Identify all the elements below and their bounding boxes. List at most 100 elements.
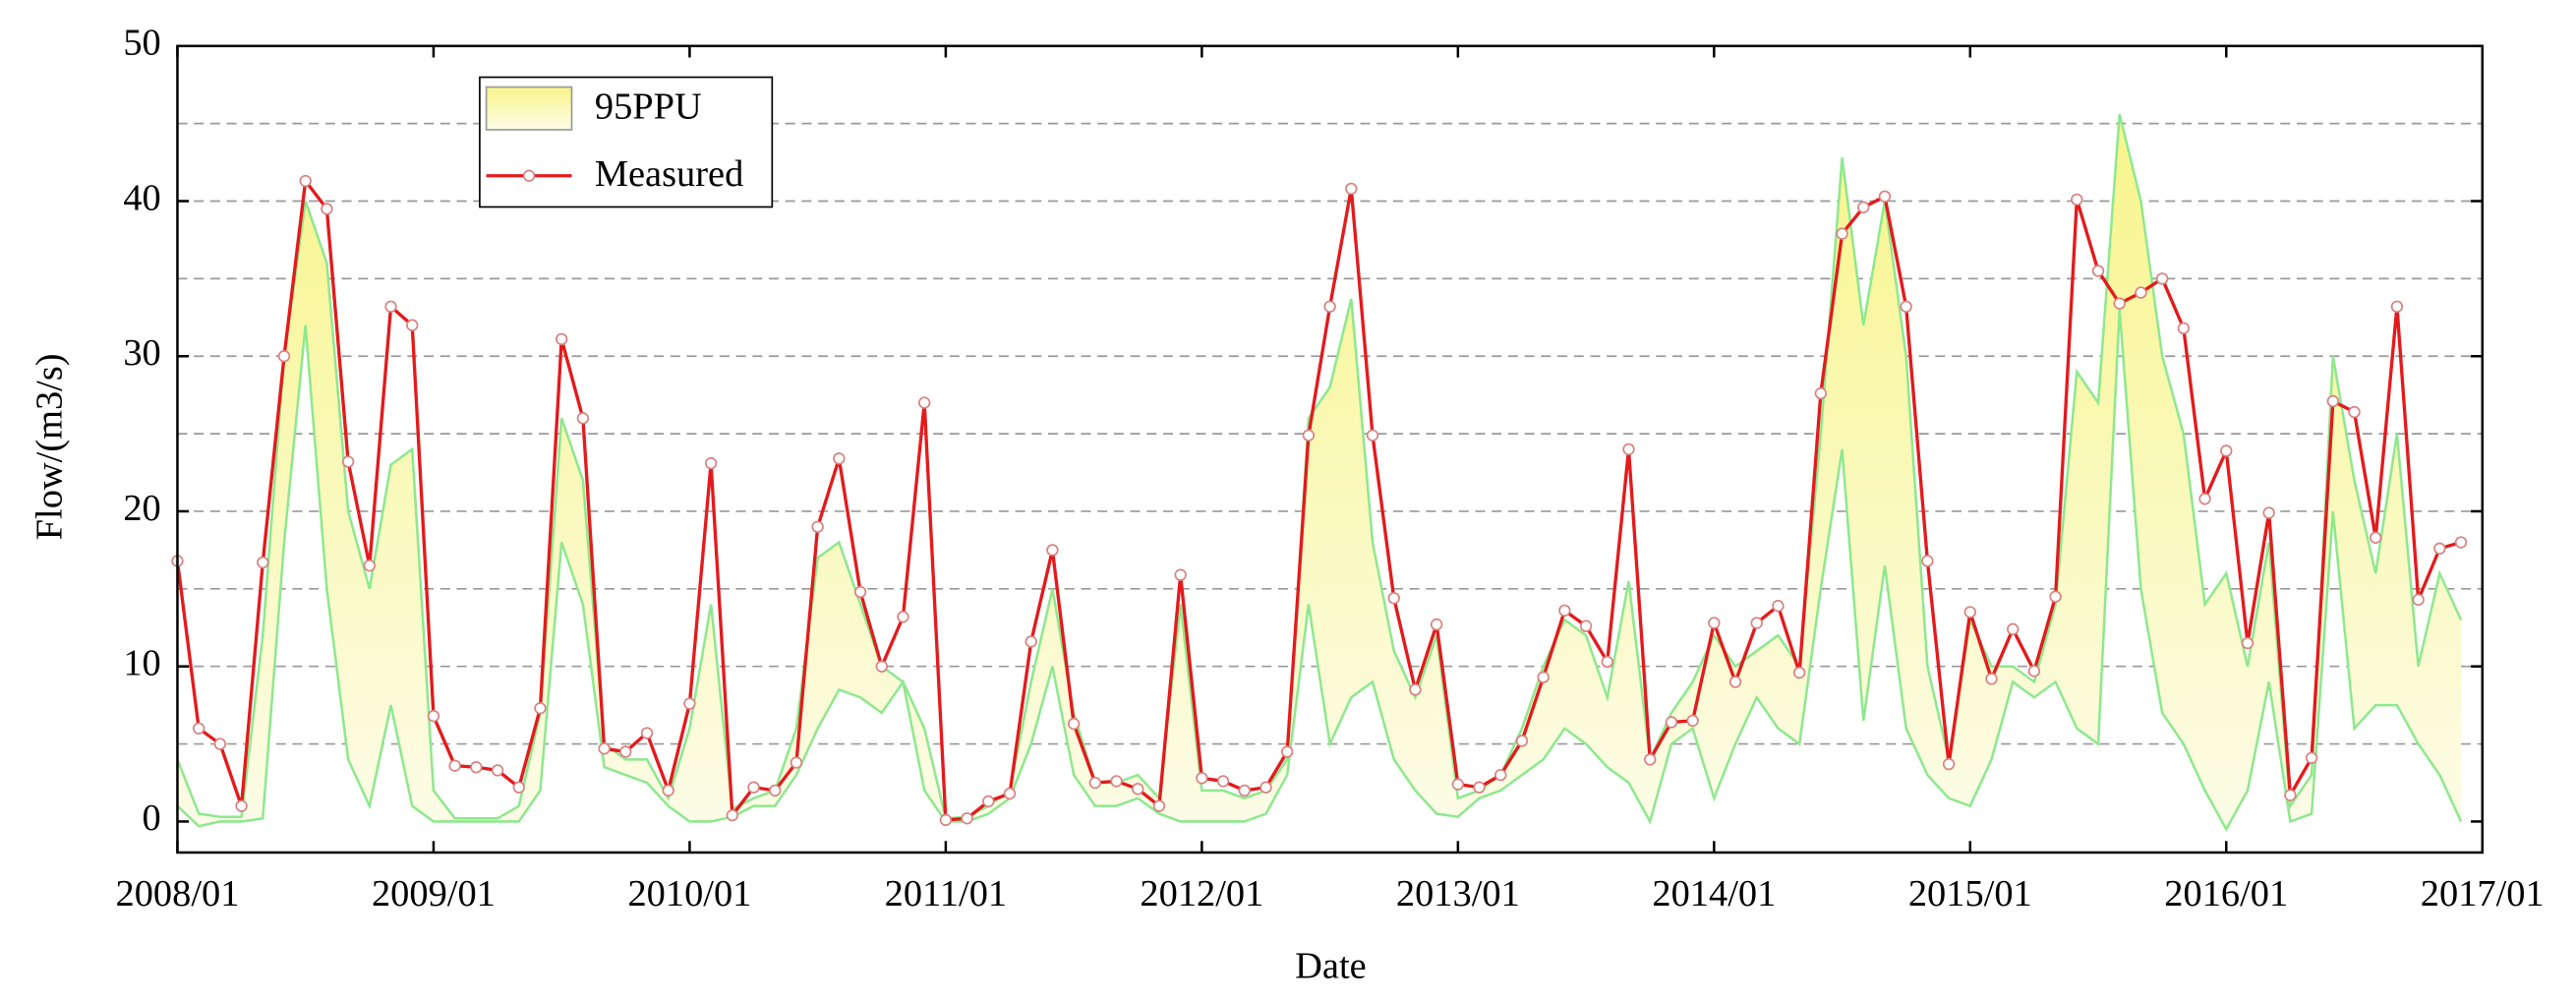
- x-tick-label: 2017/01: [2421, 873, 2545, 914]
- y-tick-label: 40: [123, 177, 160, 218]
- data-point: [299, 174, 312, 188]
- data-point: [1216, 775, 1230, 788]
- data-point: [1963, 606, 1976, 619]
- data-point: [1942, 757, 1956, 771]
- band-edge: [176, 113, 2463, 820]
- data-point: [1003, 787, 1017, 800]
- data-point: [1046, 544, 1059, 557]
- data-point: [2155, 272, 2169, 285]
- data-point: [1323, 300, 1336, 313]
- x-tick-label: 2010/01: [627, 873, 751, 914]
- data-point: [1792, 666, 1806, 679]
- data-point: [1857, 201, 1870, 213]
- x-tick-label: 2009/01: [372, 873, 496, 914]
- data-point: [1921, 555, 1934, 567]
- x-tick-label: 2015/01: [1908, 873, 2032, 914]
- data-point: [982, 795, 995, 808]
- x-tick-label: 2008/01: [116, 873, 240, 914]
- x-tick-label: 2012/01: [1140, 873, 1263, 914]
- x-tick-label: 2016/01: [2164, 873, 2288, 914]
- y-tick-label: 30: [123, 332, 160, 374]
- x-tick-label: 2014/01: [1652, 873, 1776, 914]
- data-point: [257, 556, 269, 569]
- legend-swatch: [485, 86, 573, 131]
- data-point: [576, 412, 590, 425]
- y-tick-label: 50: [123, 23, 160, 64]
- data-point: [1728, 676, 1742, 688]
- data-point: [2177, 322, 2191, 335]
- data-point: [1537, 671, 1550, 683]
- data-point: [918, 396, 931, 409]
- data-point: [704, 456, 718, 470]
- data-point: [1132, 783, 1144, 796]
- data-point: [683, 697, 696, 710]
- data-point: [1622, 442, 1635, 456]
- data-point: [640, 727, 654, 739]
- data-point: [448, 759, 461, 772]
- data-point: [341, 455, 355, 468]
- data-point: [619, 745, 632, 758]
- data-point: [1238, 784, 1251, 797]
- data-point: [769, 784, 782, 797]
- data-point: [1067, 717, 1081, 731]
- data-point: [1387, 592, 1400, 605]
- data-point: [1302, 429, 1316, 442]
- data-point: [1601, 655, 1613, 669]
- data-point: [1515, 735, 1529, 747]
- data-point: [1900, 300, 1912, 313]
- data-point: [470, 761, 483, 774]
- data-point: [2007, 622, 2020, 636]
- data-point: [598, 742, 611, 755]
- data-point: [2027, 665, 2041, 678]
- y-axis-label: Flow/(m3/s): [29, 353, 70, 540]
- data-point: [2220, 444, 2233, 457]
- data-point: [897, 611, 909, 623]
- y-tick-label: 10: [123, 643, 160, 684]
- data-point: [2284, 789, 2297, 801]
- legend-marker: [522, 169, 536, 182]
- data-point: [277, 350, 291, 363]
- data-point: [2390, 300, 2404, 313]
- data-point: [662, 784, 674, 797]
- data-point: [2071, 193, 2083, 206]
- data-point: [939, 813, 953, 827]
- data-point: [2091, 265, 2105, 277]
- data-point: [726, 808, 739, 822]
- data-point: [1665, 716, 1678, 729]
- data-point: [790, 756, 803, 769]
- data-point: [363, 559, 376, 572]
- data-point: [512, 781, 525, 794]
- data-point: [1558, 604, 1571, 618]
- data-point: [2454, 536, 2468, 549]
- data-point: [2326, 394, 2339, 408]
- data-point: [2412, 593, 2425, 607]
- data-point: [2262, 506, 2275, 519]
- data-point: [1430, 618, 1443, 631]
- data-point: [875, 660, 888, 673]
- x-tick-label: 2013/01: [1396, 873, 1520, 914]
- data-point: [1345, 182, 1358, 196]
- data-point: [1366, 429, 1379, 442]
- data-point: [833, 452, 846, 465]
- plot-frame: [176, 44, 2485, 855]
- data-point: [384, 300, 397, 313]
- data-point: [235, 799, 248, 812]
- data-point: [853, 585, 867, 599]
- data-point: [2305, 751, 2318, 764]
- x-axis-label: Date: [1295, 945, 1367, 986]
- data-point: [1708, 617, 1721, 629]
- band-area: [177, 114, 2462, 830]
- data-point: [1259, 781, 1272, 794]
- data-point: [1579, 619, 1593, 632]
- data-point: [2241, 636, 2254, 650]
- data-point: [321, 203, 333, 215]
- legend-label: Measured: [595, 153, 743, 195]
- data-point: [213, 737, 227, 750]
- x-tick-label: 2011/01: [885, 873, 1007, 914]
- legend-label: 95PPU: [595, 87, 702, 128]
- data-point: [1196, 772, 1208, 785]
- data-point: [427, 709, 440, 723]
- data-point: [1174, 568, 1187, 581]
- data-point: [2198, 493, 2211, 505]
